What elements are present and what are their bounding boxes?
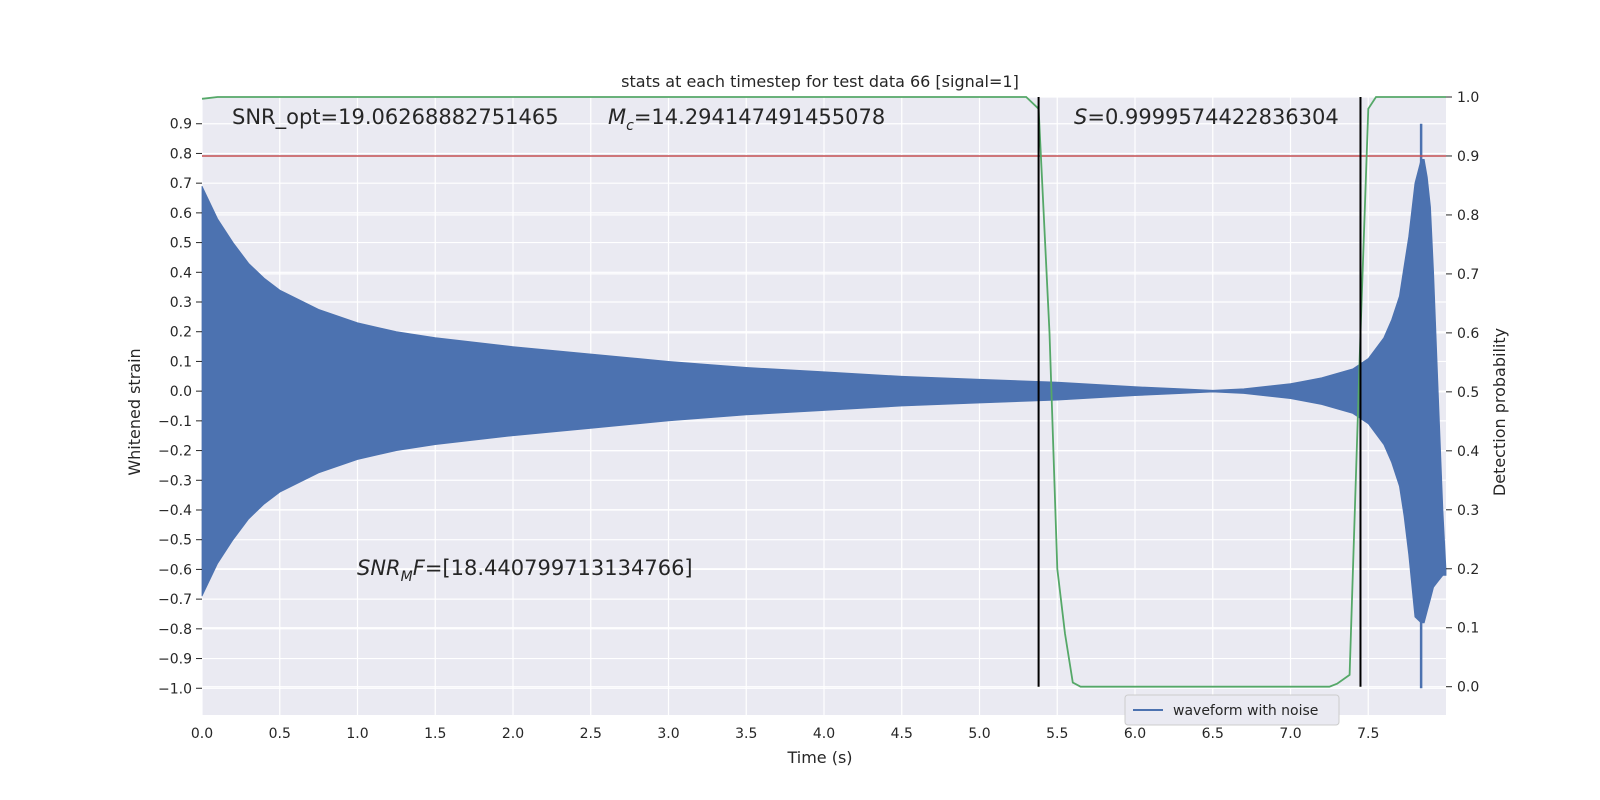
legend-label-waveform: waveform with noise: [1173, 703, 1318, 719]
snr-mf-symbol: SNR: [357, 556, 401, 580]
annotation-score: S=0.9999574422836304: [1074, 105, 1339, 129]
y-tick-label: 0.8: [170, 146, 192, 162]
x-tick-label: 5.0: [968, 726, 990, 742]
y-tick-label: −0.6: [158, 562, 192, 578]
annotation-snr-mf: SNRMF=[18.440799713134766]: [357, 556, 693, 585]
y-tick-label: −0.7: [158, 592, 192, 608]
y-tick-label: −0.3: [158, 473, 192, 489]
y2-tick-label: 0.1: [1457, 621, 1479, 637]
x-tick-label: 6.0: [1124, 726, 1146, 742]
y-tick-label: −0.5: [158, 533, 192, 549]
x-axis-label: Time (s): [786, 748, 852, 767]
legend-box: [1124, 694, 1340, 726]
x-tick-label: 7.5: [1357, 726, 1379, 742]
y2-tick-label: 0.8: [1457, 208, 1479, 224]
y-tick-label: −0.9: [158, 652, 192, 668]
y-tick-label: 0.7: [170, 176, 192, 192]
y2-tick-label: 1.0: [1457, 90, 1479, 106]
x-tick-label: 4.0: [813, 726, 835, 742]
axes: 0.0 0.5 1.0 1.5 2.0 2.5 3.0 3.5 4.0 4.5 5.0 5.5 6.0 6…: [158, 90, 1479, 742]
x-tick-label: 2.5: [580, 726, 602, 742]
x-tick-label: 1.5: [424, 726, 446, 742]
snr-mf-subscript: M: [401, 569, 413, 585]
chirp-mass-subscript: c: [626, 118, 634, 134]
x-tick-label: 3.5: [735, 726, 757, 742]
snr-mf-value: =[18.440799713134766]: [425, 556, 693, 580]
waveform-ringdown: [1420, 159, 1447, 624]
y-tick-label: −0.2: [158, 444, 192, 460]
x-tick-label: 6.5: [1202, 726, 1224, 742]
y-tick-label: 0.5: [170, 236, 192, 252]
score-value: =0.9999574422836304: [1087, 105, 1338, 129]
y-tick-label: 0.4: [170, 265, 192, 281]
y2-tick-label: 0.5: [1457, 385, 1479, 401]
legend: waveform with noise: [1124, 694, 1340, 726]
y-tick-label: 0.0: [170, 384, 192, 400]
y2-tick-label: 0.4: [1457, 444, 1479, 460]
y-tick-label: 0.6: [170, 206, 192, 222]
chart-marks: [201, 96, 1447, 689]
snr-mf-f: F: [413, 556, 426, 580]
y2-tick-label: 0.9: [1457, 149, 1479, 165]
x-tick-label: 1.0: [346, 726, 368, 742]
y2-tick-label: 0.3: [1457, 503, 1479, 519]
y-tick-label: 0.9: [170, 117, 192, 133]
x-tick-label: 5.5: [1046, 726, 1068, 742]
chirp-mass-value: =14.294147491455078: [634, 105, 885, 129]
y-tick-label: 0.1: [170, 354, 192, 370]
y-tick-label: −0.1: [158, 414, 192, 430]
detection-probability-line: [201, 96, 1446, 688]
chirp-mass-symbol: M: [608, 105, 626, 129]
annotation-snr-opt: SNR_opt=19.06268882751465: [232, 105, 559, 130]
y-tick-label: 0.3: [170, 295, 192, 311]
score-symbol: S: [1074, 105, 1087, 129]
y2-axis-label: Detection probability: [1490, 328, 1509, 496]
y-tick-label: −0.4: [158, 503, 192, 519]
y-tick-label: −0.8: [158, 622, 192, 638]
y2-tick-label: 0.7: [1457, 267, 1479, 283]
chart-title: stats at each timestep for test data 66 …: [621, 72, 1019, 91]
x-tick-label: 0.0: [191, 726, 213, 742]
annotation-chirp-mass: Mc=14.294147491455078: [608, 105, 885, 134]
x-tick-label: 3.0: [657, 726, 679, 742]
y2-tick-label: 0.2: [1457, 562, 1479, 578]
y2-tick-label: 0.6: [1457, 326, 1479, 342]
x-tick-label: 7.0: [1279, 726, 1301, 742]
x-tick-label: 4.5: [891, 726, 913, 742]
y-tick-label: −1.0: [158, 681, 192, 697]
y-tick-label: 0.2: [170, 325, 192, 341]
y-axis-label: Whitened strain: [125, 348, 144, 475]
x-tick-label: 0.5: [269, 726, 291, 742]
y2-tick-label: 0.0: [1457, 680, 1479, 696]
x-tick-label: 2.0: [502, 726, 524, 742]
